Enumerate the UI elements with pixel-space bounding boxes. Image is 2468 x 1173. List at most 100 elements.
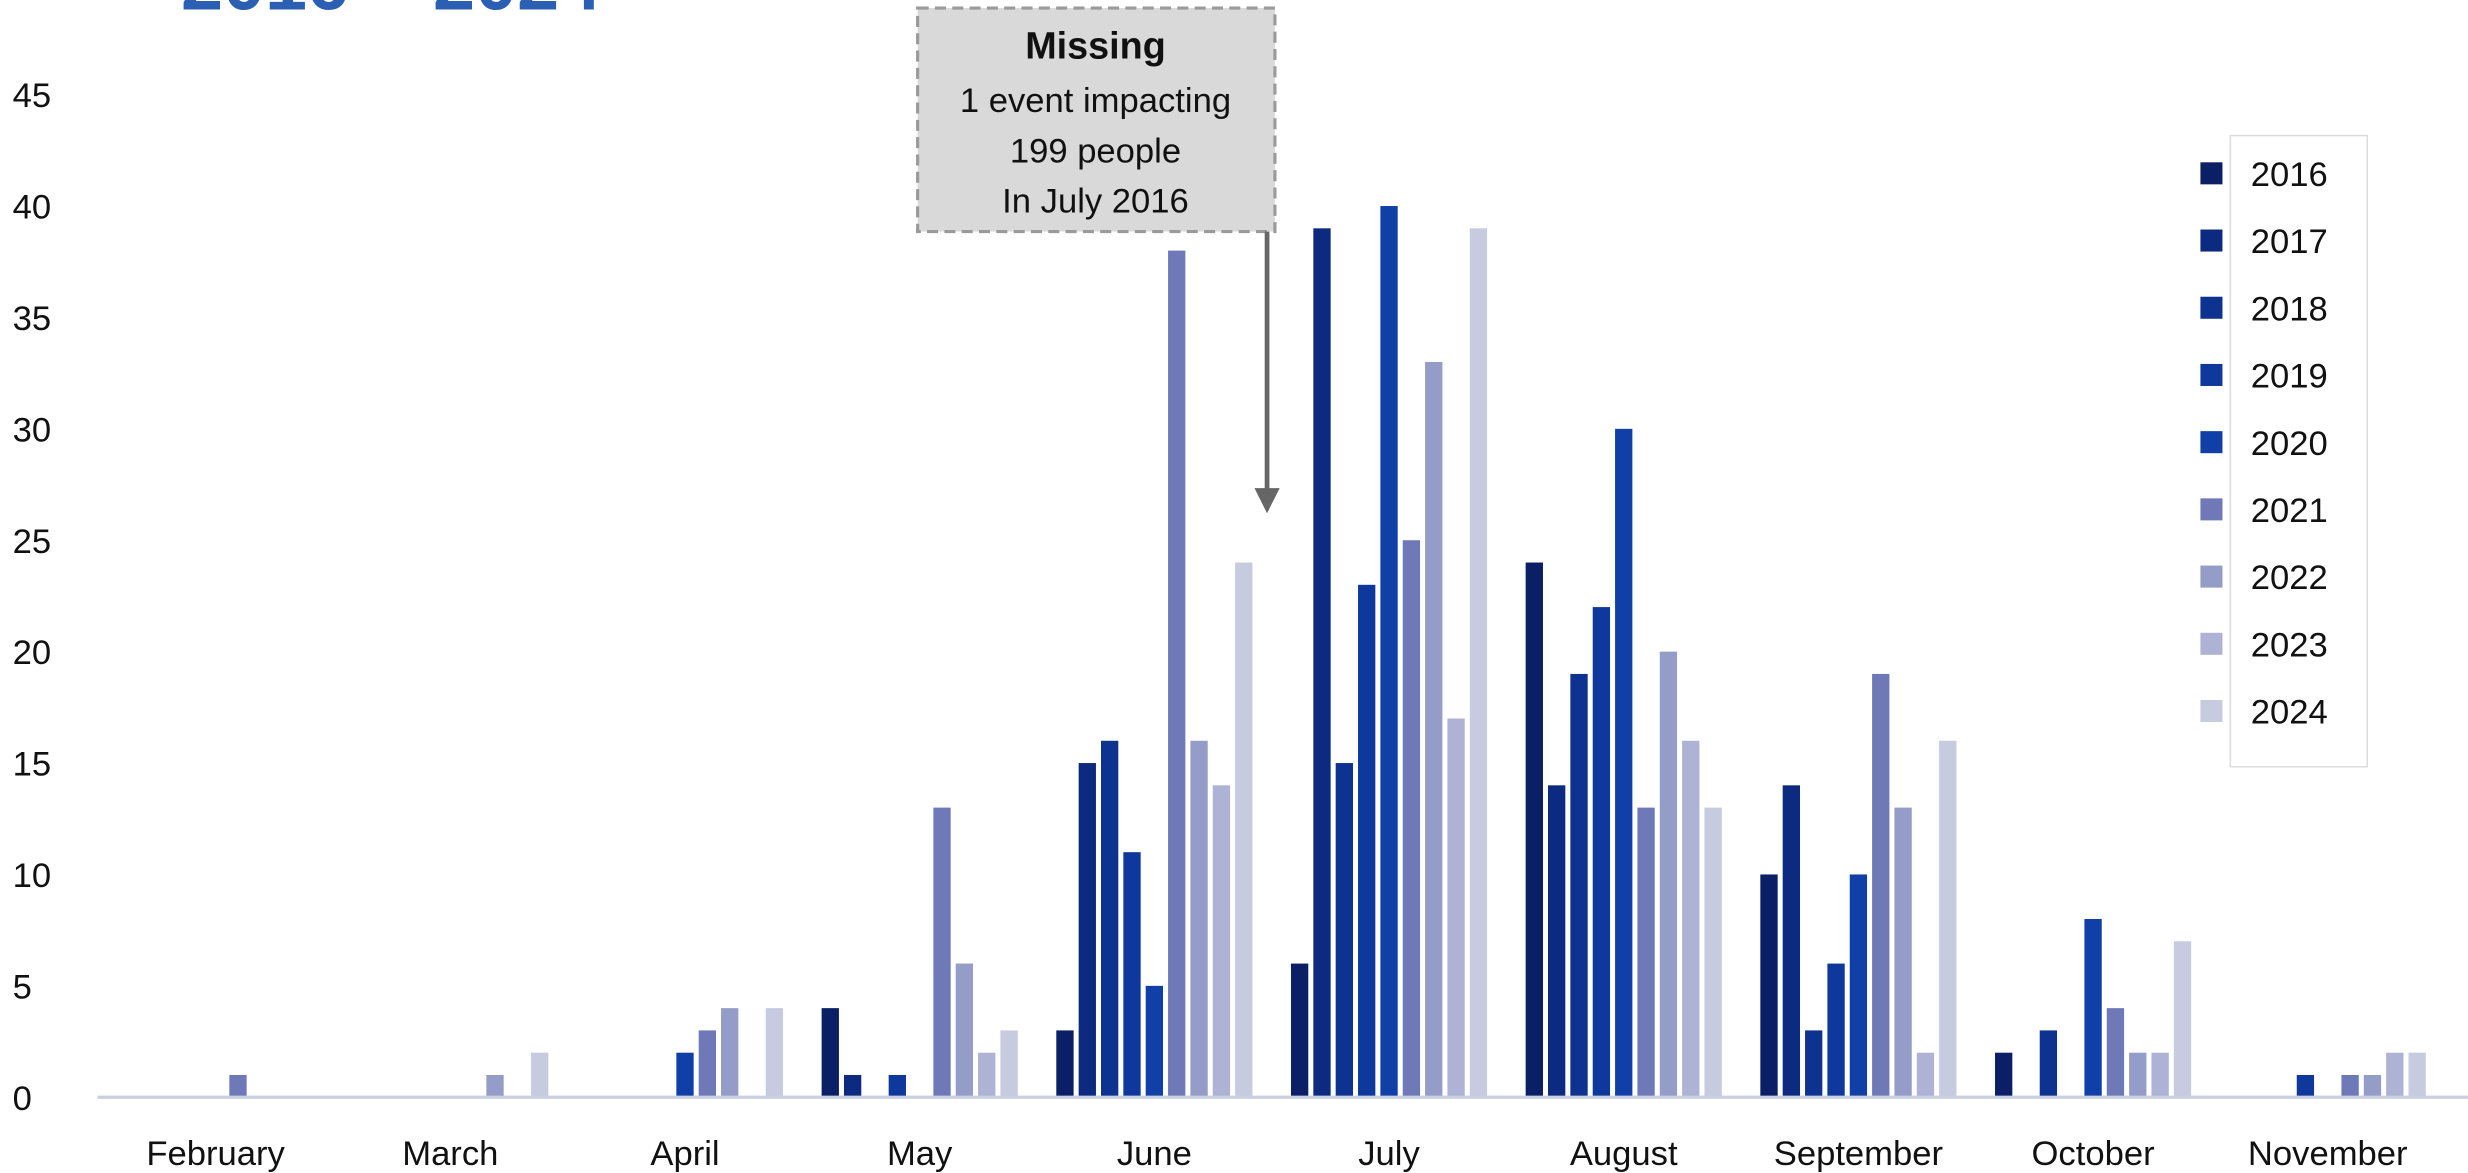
bar <box>1425 361 1443 1098</box>
bar <box>1827 963 1845 1098</box>
legend-swatch <box>2200 162 2223 185</box>
bar <box>843 1074 862 1098</box>
bar <box>2386 1052 2404 1098</box>
bar <box>1592 607 1611 1098</box>
bar <box>1916 1052 1935 1098</box>
bar <box>2363 1074 2382 1098</box>
bar <box>888 1074 906 1098</box>
y-tick-label: 35 <box>13 300 51 338</box>
bar <box>978 1052 996 1098</box>
bar <box>1659 651 1678 1098</box>
bar <box>1123 852 1141 1098</box>
bar <box>1805 1030 1823 1098</box>
x-tick-label: October <box>2032 1135 2155 1173</box>
bar <box>1872 673 1890 1098</box>
bar <box>1235 562 1253 1098</box>
bar <box>1637 807 1655 1098</box>
bar <box>1894 807 1912 1098</box>
x-tick-label: June <box>1117 1135 1192 1173</box>
bar <box>229 1074 247 1098</box>
bar <box>1212 785 1231 1098</box>
x-tick-label: August <box>1570 1135 1678 1173</box>
bar <box>1145 985 1164 1098</box>
bar <box>1335 763 1353 1098</box>
y-tick-label: 45 <box>13 77 51 115</box>
bar <box>1056 1030 1074 1098</box>
x-tick-label: July <box>1358 1135 1420 1173</box>
annotation-arrowhead <box>1254 488 1280 514</box>
annotation-line: 199 people <box>1010 132 1181 170</box>
bar <box>721 1008 739 1098</box>
annotation-title: Missing <box>1025 25 1166 67</box>
bar <box>2151 1052 2169 1098</box>
bar <box>1760 874 1778 1098</box>
bar <box>1402 540 1421 1098</box>
bar <box>1100 740 1119 1098</box>
y-tick-label: 40 <box>13 189 51 227</box>
y-tick-label: 20 <box>13 634 51 672</box>
bar <box>2408 1052 2426 1098</box>
y-tick-label: 25 <box>13 523 51 561</box>
legend-label: 2016 <box>2251 156 2328 194</box>
legend-label: 2020 <box>2251 425 2328 463</box>
bar <box>765 1008 784 1098</box>
bar <box>1682 740 1700 1098</box>
legend-swatch <box>2200 632 2223 655</box>
bar <box>2084 919 2102 1098</box>
bar <box>698 1030 717 1098</box>
bar <box>1782 785 1801 1098</box>
legend-label: 2022 <box>2251 559 2328 597</box>
legend-swatch <box>2200 296 2223 319</box>
x-tick-label: May <box>887 1135 953 1173</box>
bar <box>1358 584 1376 1098</box>
legend-swatch <box>2200 363 2223 386</box>
legend-swatch <box>2200 699 2223 723</box>
legend-label: 2019 <box>2251 358 2328 396</box>
x-tick-label: April <box>650 1135 719 1173</box>
bar <box>676 1052 694 1098</box>
bar <box>2129 1052 2147 1098</box>
x-tick-label: November <box>2248 1135 2408 1173</box>
legend-label: 2024 <box>2251 694 2328 732</box>
annotation-box <box>916 6 1277 234</box>
x-tick-label: September <box>1774 1135 1943 1173</box>
bar <box>933 807 951 1098</box>
bar <box>1525 562 1543 1098</box>
annotation-line: In July 2016 <box>1002 183 1189 221</box>
bar <box>1570 673 1588 1098</box>
bar <box>2039 1030 2058 1098</box>
legend-box <box>2229 134 2369 768</box>
y-tick-label: 5 <box>13 968 32 1006</box>
bar <box>2173 941 2192 1098</box>
y-tick-label: 15 <box>13 746 51 784</box>
y-tick-label: 0 <box>13 1080 32 1118</box>
x-tick-label: March <box>402 1135 498 1173</box>
legend-label: 2021 <box>2251 492 2328 530</box>
legend-swatch <box>2200 431 2223 454</box>
bar <box>2106 1008 2125 1098</box>
bar <box>1704 807 1722 1098</box>
annotation-line: 1 event impacting <box>960 82 1231 120</box>
bar <box>486 1074 504 1098</box>
bar <box>1380 206 1398 1098</box>
bar <box>1469 228 1488 1098</box>
legend-label: 2017 <box>2251 223 2328 261</box>
bar <box>1190 740 1208 1098</box>
bar <box>1313 228 1331 1098</box>
legend-label: 2018 <box>2251 290 2328 328</box>
bar <box>1078 763 1096 1098</box>
legend-swatch <box>2200 229 2223 252</box>
bar <box>1849 874 1868 1098</box>
bar <box>1168 250 1186 1098</box>
bar <box>1000 1030 1018 1098</box>
bar <box>1939 740 1957 1098</box>
bar <box>1447 718 1465 1098</box>
y-tick-label: 10 <box>13 857 51 895</box>
bar <box>2341 1074 2359 1098</box>
x-tick-label: February <box>146 1135 285 1173</box>
y-tick-label: 30 <box>13 411 51 449</box>
bar <box>955 963 974 1098</box>
bar <box>531 1052 549 1098</box>
